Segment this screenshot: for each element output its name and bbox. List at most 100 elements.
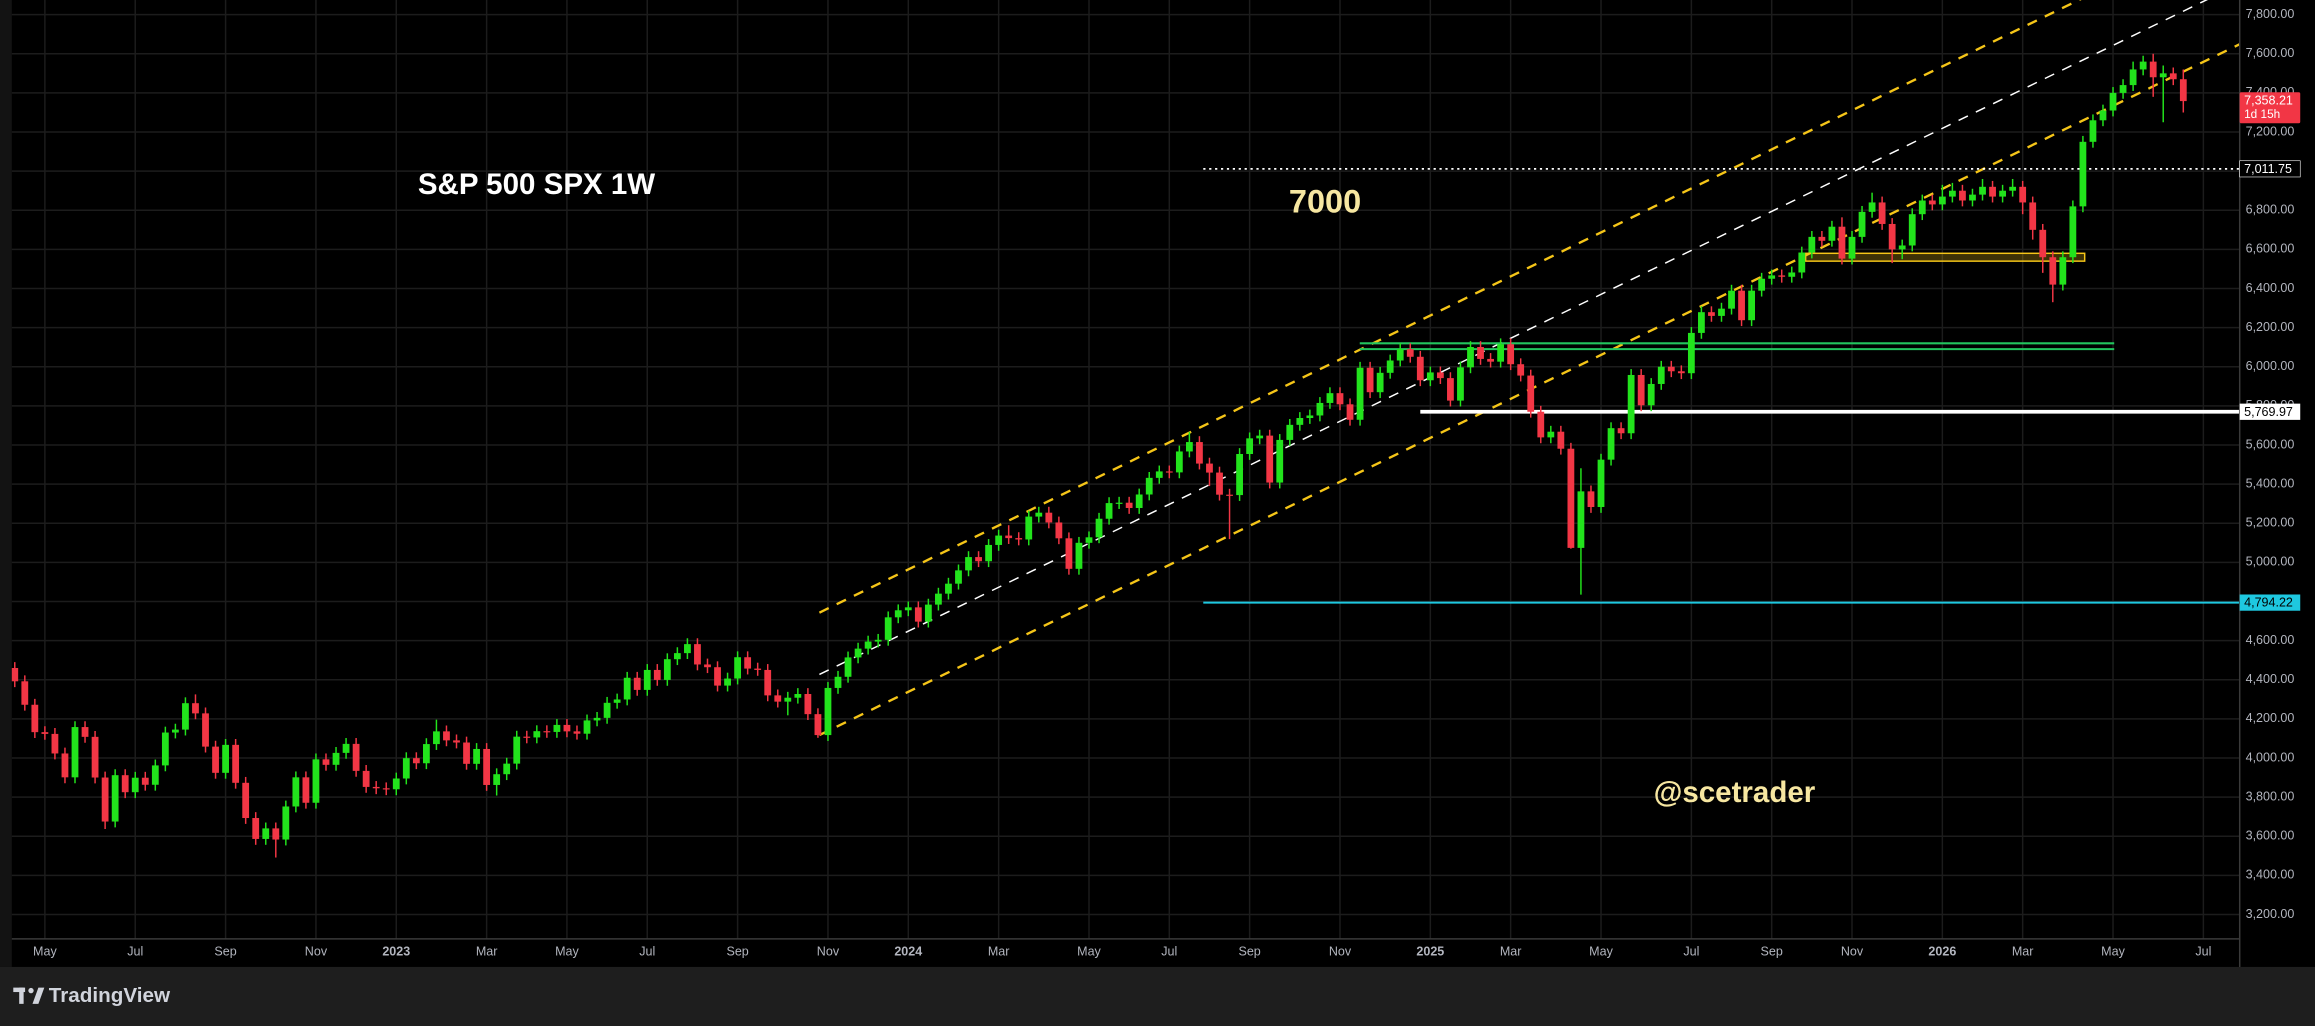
candle-body (583, 720, 591, 734)
level-tag (2239, 403, 2301, 420)
candle-body (784, 697, 792, 702)
candle-body (332, 752, 340, 765)
candle-body (2089, 120, 2097, 142)
candle-body (844, 657, 852, 677)
y-tick-label: 6,800.00 (2246, 203, 2295, 217)
candle-body (1045, 512, 1053, 523)
candle-body (1115, 502, 1123, 504)
x-tick-label: May (33, 944, 57, 958)
candle-body (412, 758, 420, 764)
candle-body (1346, 404, 1354, 420)
candle-body (21, 681, 29, 705)
y-tick-label: 7,600.00 (2246, 46, 2295, 60)
candle-body (553, 724, 561, 732)
y-tick-label: 5,400.00 (2246, 476, 2295, 490)
candle-body (2119, 85, 2127, 93)
candle-body (1085, 537, 1093, 543)
candle-body (774, 695, 782, 702)
candle-body (272, 828, 280, 840)
candle-body (1728, 290, 1735, 309)
candle-body (1758, 278, 1766, 291)
candle-body (573, 731, 581, 734)
y-tick-label: 6,600.00 (2246, 242, 2295, 256)
candle-body (673, 653, 681, 660)
candle-body (1145, 477, 1153, 495)
candle-body (1948, 190, 1956, 197)
candle-body (1738, 290, 1745, 321)
candle-body (1467, 347, 1474, 368)
candle-body (1938, 196, 1946, 205)
candle-body (453, 740, 460, 743)
candle-body (302, 777, 310, 803)
channel-line (818, 0, 2082, 614)
candle-body (1577, 491, 1585, 548)
candle-body (352, 743, 360, 771)
candle-body (1969, 194, 1976, 201)
candle-body (1647, 383, 1655, 406)
candle-body (1025, 516, 1033, 540)
candle-body (1447, 378, 1454, 401)
y-tick-label: 3,400.00 (2246, 868, 2295, 882)
grid (11, 0, 2240, 939)
level-label: 5,769.97 (2244, 405, 2293, 419)
candle-body (1667, 366, 1675, 372)
candle-body (1828, 226, 1836, 241)
candle-body (854, 648, 862, 658)
y-tick-label: 3,600.00 (2246, 829, 2295, 843)
logo-part (19, 987, 24, 1004)
x-tick-label: Sep (1761, 944, 1783, 958)
x-tick-label: May (555, 944, 579, 958)
candle-body (2059, 257, 2067, 285)
candle-body (1477, 347, 1484, 359)
x-tick-label: Mar (988, 944, 1010, 958)
candle-body (141, 777, 149, 785)
candle-body (1216, 472, 1223, 495)
y-tick-label: 4,400.00 (2246, 672, 2295, 686)
candle-body (523, 736, 531, 738)
candle-body (1286, 424, 1294, 440)
candle-body (422, 744, 430, 764)
candle-body (2109, 92, 2117, 111)
x-tick-label: Mar (476, 944, 498, 958)
candle-body (543, 731, 551, 733)
candle-body (643, 669, 651, 690)
candle-body (1426, 372, 1434, 381)
x-tick-label: Nov (1329, 944, 1352, 958)
candle-body (603, 702, 611, 718)
candle-body (1979, 186, 1986, 195)
y-tick-label: 6,400.00 (2246, 281, 2295, 295)
candle-body (2159, 73, 2167, 78)
logo-part (32, 987, 45, 1004)
candle-body (382, 788, 390, 790)
candle-body (1567, 448, 1575, 548)
candle-body (764, 669, 772, 696)
candle-body (1888, 223, 1896, 250)
channel-line (819, 0, 2209, 676)
candle-body (1135, 494, 1143, 508)
candle-body (1708, 312, 1715, 316)
candle-body (1627, 374, 1635, 434)
candle-body (513, 736, 521, 764)
last-price-tag (2239, 92, 2301, 124)
candle-body (1175, 451, 1183, 473)
x-tick-label: May (2101, 944, 2125, 958)
y-tick-label: 7,800.00 (2246, 7, 2295, 21)
candle-body (1878, 202, 1886, 224)
candle-body (1185, 442, 1193, 452)
candle-body (121, 775, 129, 793)
candle-body (61, 753, 69, 778)
candle-body (1105, 503, 1113, 519)
candle-body (924, 604, 932, 622)
candle-body (1366, 367, 1374, 393)
candle-body (1246, 438, 1254, 454)
candle-body (2039, 229, 2047, 258)
candle-body (192, 703, 199, 714)
x-tick-label: Nov (305, 944, 328, 958)
candle-body (493, 774, 501, 785)
candle-body (884, 617, 892, 640)
candle-body (935, 593, 942, 605)
candle-body (473, 748, 480, 764)
candle-body (945, 583, 952, 594)
candle-body (1236, 453, 1243, 496)
candle-body (1095, 518, 1103, 538)
